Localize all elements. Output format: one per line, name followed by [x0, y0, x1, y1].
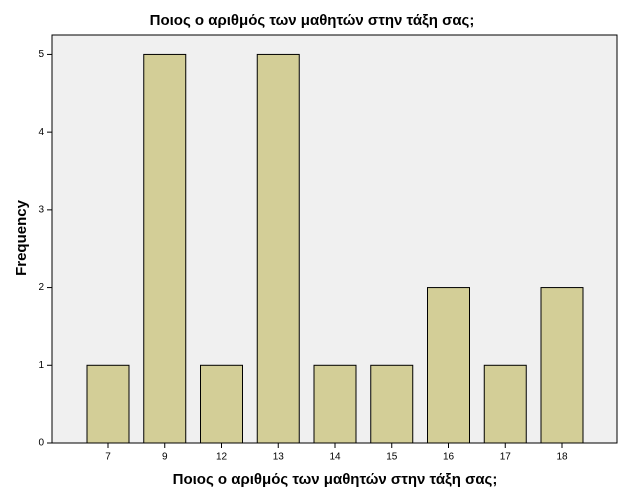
x-tick-label: 14: [329, 452, 341, 463]
y-tick-label: 4: [38, 127, 44, 138]
y-axis-label: Frequency: [13, 199, 30, 276]
y-tick-label: 0: [38, 438, 44, 449]
x-tick-label: 16: [443, 452, 455, 463]
y-tick-label: 5: [38, 49, 44, 60]
y-tick-label: 3: [38, 204, 44, 215]
bar: [256, 53, 300, 444]
y-tick-label: 2: [38, 282, 44, 293]
x-tick-label: 7: [105, 452, 111, 463]
bar: [370, 364, 414, 444]
x-tick-label: 17: [500, 452, 512, 463]
bar: [540, 287, 584, 444]
x-tick-label: 18: [556, 452, 568, 463]
x-tick-label: 9: [162, 452, 168, 463]
bar: [313, 364, 357, 444]
x-tick-label: 12: [216, 452, 228, 463]
bar: [483, 364, 527, 444]
x-axis-label: Ποιος ο αριθμός των μαθητών στην τάξη σα…: [173, 471, 498, 488]
x-tick-label: 15: [386, 452, 398, 463]
x-tick-label: 13: [273, 452, 285, 463]
chart-title: Ποιος ο αριθμός των μαθητών στην τάξη σα…: [150, 12, 475, 29]
bar: [200, 364, 243, 444]
bar: [143, 53, 187, 444]
bar: [86, 364, 130, 444]
bar: [427, 287, 470, 444]
y-tick-label: 1: [38, 360, 44, 371]
